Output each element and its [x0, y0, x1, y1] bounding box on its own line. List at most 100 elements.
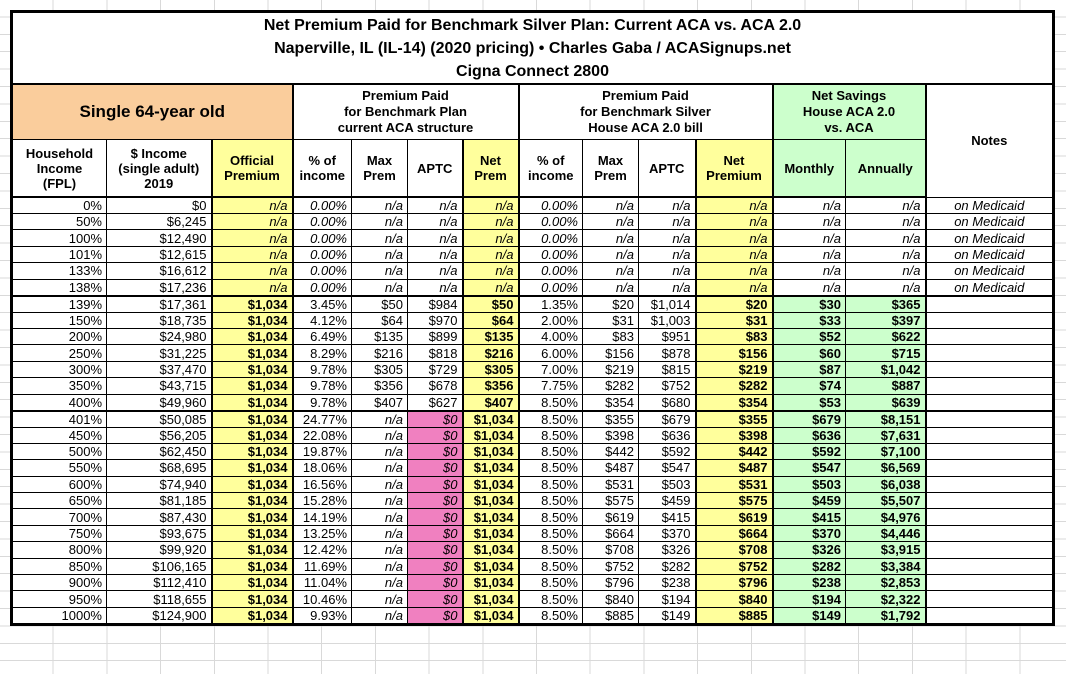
- cell-aca2-aptc: $282: [638, 557, 696, 576]
- cell-aca-pct-income: 9.78%: [291, 377, 352, 395]
- cell-fpl: 50%: [11, 212, 107, 231]
- cell-income: $118,655: [106, 590, 212, 608]
- cell-aca-max-prem: n/a: [351, 524, 408, 543]
- cell-aca-aptc: $0: [407, 459, 463, 477]
- cell-aca2-aptc: n/a: [638, 229, 696, 247]
- cell-official-premium: $1,034: [210, 327, 293, 346]
- cell-aca2-net-premium: $156: [694, 344, 773, 362]
- cell-savings-annually: $715: [845, 344, 926, 362]
- cell-notes: [924, 327, 1055, 346]
- cell-savings-annually: $7,100: [845, 442, 926, 461]
- column-header-row: Household Income (FPL) $ Income (single a…: [11, 139, 1054, 198]
- cell-aca2-pct-income: 1.35%: [517, 295, 583, 313]
- cell-aca-net-prem: $64: [461, 311, 519, 329]
- cell-aca-aptc: $0: [407, 442, 463, 461]
- cell-aca-max-prem: n/a: [351, 196, 408, 214]
- cell-official-premium: n/a: [210, 278, 293, 297]
- cell-savings-annually: $3,384: [845, 557, 926, 576]
- cell-aca2-net-premium: $752: [694, 557, 773, 576]
- col-header-aca2-aptc: APTC: [638, 139, 696, 198]
- cell-aca2-aptc: $1,014: [638, 295, 696, 313]
- cell-aca2-max-prem: $840: [582, 590, 639, 608]
- group-header-aca2: Premium Paid for Benchmark Silver House …: [517, 83, 773, 140]
- cell-savings-annually: n/a: [845, 229, 926, 247]
- cell-aca-net-prem: $216: [461, 344, 519, 362]
- cell-aca2-pct-income: 8.50%: [517, 393, 583, 412]
- cell-notes: [924, 524, 1055, 543]
- cell-official-premium: $1,034: [210, 344, 293, 362]
- cell-aca-pct-income: 0.00%: [291, 245, 352, 264]
- cell-aca-aptc: $0: [407, 524, 463, 543]
- cell-aca2-net-premium: $398: [694, 426, 773, 444]
- cell-aca-max-prem: n/a: [351, 262, 408, 280]
- cell-aca2-max-prem: $885: [582, 606, 639, 625]
- cell-notes: [924, 344, 1055, 362]
- cell-fpl: 139%: [11, 295, 107, 313]
- cell-aca2-pct-income: 8.50%: [517, 442, 583, 461]
- cell-aca-pct-income: 9.78%: [291, 360, 352, 379]
- cell-official-premium: $1,034: [210, 459, 293, 477]
- cell-aca-net-prem: $1,034: [461, 541, 519, 559]
- cell-official-premium: n/a: [210, 245, 293, 264]
- cell-savings-annually: n/a: [845, 196, 926, 214]
- table-row: 600% $74,940 $1,034 16.56% n/a $0 $1,034 8.50% $…: [11, 475, 1055, 494]
- cell-income: $112,410: [106, 574, 212, 592]
- cell-fpl: 400%: [11, 393, 107, 412]
- cell-official-premium: $1,034: [210, 410, 293, 428]
- cell-aca2-net-premium: $31: [694, 311, 773, 329]
- cell-notes: [924, 606, 1055, 625]
- cell-aca2-pct-income: 7.75%: [517, 377, 583, 395]
- cell-aca2-aptc: n/a: [638, 196, 696, 214]
- cell-income: $43,715: [106, 377, 212, 395]
- col-header-aca-aptc: APTC: [407, 139, 463, 198]
- cell-aca2-net-premium: $282: [694, 377, 773, 395]
- col-header-aca2-net-premium: Net Premium: [694, 139, 773, 198]
- table-body: 0% $0 n/a 0.00% n/a n/a n/a 0.00% n/a n/a n/a n/a n/…: [11, 196, 1055, 625]
- cell-fpl: 138%: [11, 278, 107, 297]
- cell-notes: [924, 557, 1055, 576]
- table-row: 150% $18,735 $1,034 4.12% $64 $970 $64 2.00% $31…: [11, 311, 1055, 329]
- cell-income: $18,735: [106, 311, 212, 329]
- group-header-net-savings: Net Savings House ACA 2.0 vs. ACA: [771, 83, 926, 140]
- cell-aca-max-prem: n/a: [351, 574, 408, 592]
- table-row: 300% $37,470 $1,034 9.78% $305 $729 $305 7.00% $…: [11, 360, 1055, 379]
- cell-fpl: 950%: [11, 590, 107, 608]
- cell-aca-aptc: $0: [407, 557, 463, 576]
- cell-aca2-aptc: $415: [638, 508, 696, 526]
- cell-aca-aptc: n/a: [407, 262, 463, 280]
- cell-aca2-aptc: n/a: [638, 245, 696, 264]
- cell-fpl: 450%: [11, 426, 107, 444]
- cell-aca2-aptc: $878: [638, 344, 696, 362]
- cell-aca-max-prem: $64: [351, 311, 408, 329]
- cell-fpl: 101%: [11, 245, 107, 264]
- cell-aca-aptc: $678: [407, 377, 463, 395]
- col-header-aca2-max-prem: Max Prem: [582, 139, 639, 198]
- cell-aca-pct-income: 9.93%: [291, 606, 352, 625]
- cell-aca2-pct-income: 7.00%: [517, 360, 583, 379]
- cell-aca-max-prem: n/a: [351, 245, 408, 264]
- cell-savings-annually: $1,792: [845, 606, 926, 625]
- cell-fpl: 250%: [11, 344, 107, 362]
- cell-aca-pct-income: 6.49%: [291, 327, 352, 346]
- cell-fpl: 550%: [11, 459, 107, 477]
- cell-aca-pct-income: 4.12%: [291, 311, 352, 329]
- cell-savings-annually: n/a: [845, 212, 926, 231]
- cell-official-premium: $1,034: [210, 541, 293, 559]
- cell-aca-max-prem: $50: [351, 295, 408, 313]
- cell-income: $93,675: [106, 524, 212, 543]
- cell-savings-monthly: n/a: [771, 196, 846, 214]
- cell-aca2-aptc: n/a: [638, 262, 696, 280]
- cell-savings-annually: $397: [845, 311, 926, 329]
- cell-aca-pct-income: 18.06%: [291, 459, 352, 477]
- cell-aca2-max-prem: $156: [582, 344, 639, 362]
- cell-aca-net-prem: $135: [461, 327, 519, 346]
- cell-savings-monthly: n/a: [771, 229, 846, 247]
- cell-aca-max-prem: n/a: [351, 442, 408, 461]
- cell-aca-net-prem: $1,034: [461, 492, 519, 510]
- cell-aca2-net-premium: $20: [694, 295, 773, 313]
- cell-income: $17,236: [106, 278, 212, 297]
- cell-savings-annually: $622: [845, 327, 926, 346]
- cell-official-premium: $1,034: [210, 311, 293, 329]
- cell-aca-aptc: $0: [407, 426, 463, 444]
